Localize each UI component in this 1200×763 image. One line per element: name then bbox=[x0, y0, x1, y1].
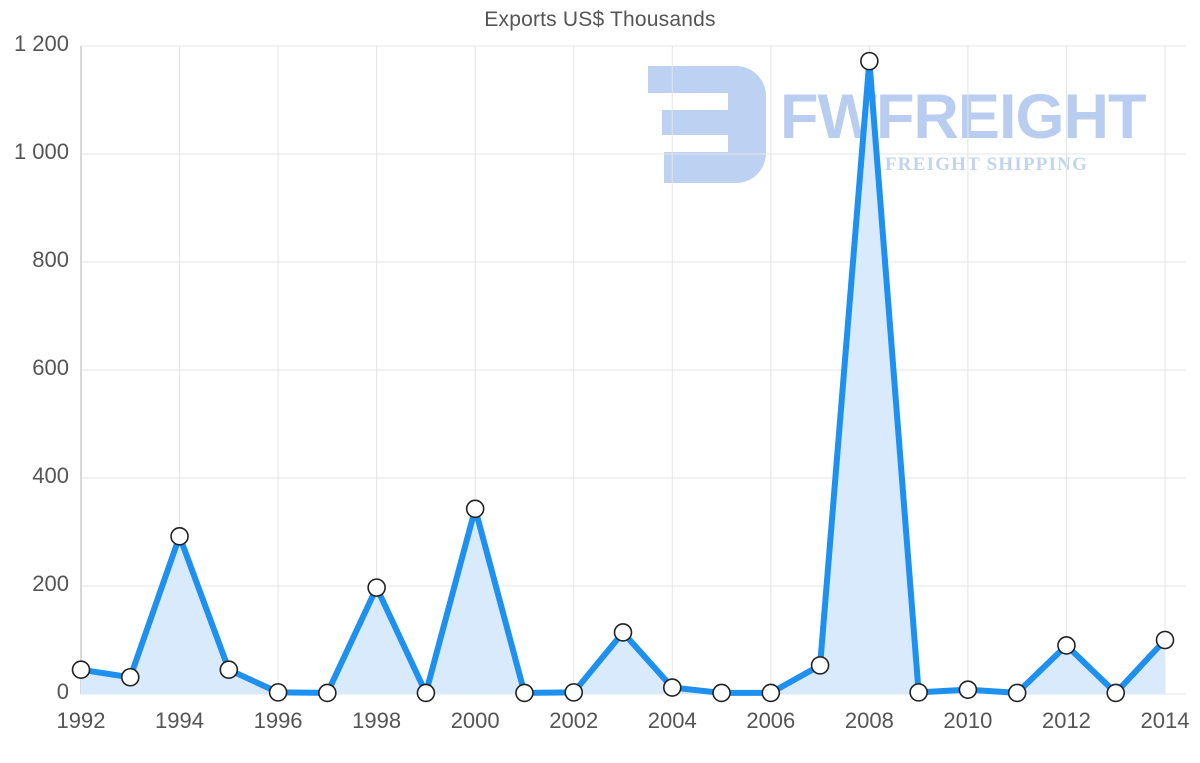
data-point-marker bbox=[416, 683, 436, 703]
data-point-marker bbox=[1155, 630, 1175, 650]
data-point-marker bbox=[219, 660, 239, 680]
data-point-marker bbox=[662, 678, 682, 697]
y-axis-tick-label: 0 bbox=[56, 679, 69, 704]
x-axis-tick-label: 2006 bbox=[746, 708, 796, 733]
x-axis-tick-label: 2000 bbox=[450, 708, 500, 733]
x-axis-tick-label: 2012 bbox=[1041, 708, 1091, 733]
x-axis-tick-label: 2014 bbox=[1140, 708, 1190, 733]
data-point-marker bbox=[318, 683, 337, 703]
data-point-marker bbox=[170, 527, 189, 546]
series-markers bbox=[71, 51, 1175, 703]
x-axis-tick-label: 1994 bbox=[155, 708, 204, 733]
y-axis-tick-label: 800 bbox=[32, 247, 69, 272]
series-line bbox=[78, 58, 1168, 696]
y-axis-tick-label: 1 200 bbox=[13, 31, 69, 56]
data-point-marker bbox=[712, 683, 731, 703]
data-point-marker bbox=[268, 683, 288, 702]
data-point-marker bbox=[860, 51, 879, 71]
data-point-marker bbox=[958, 680, 978, 699]
x-axis-tick-label: 1996 bbox=[253, 708, 303, 733]
x-axis-tick-label: 2010 bbox=[943, 708, 993, 733]
data-point-marker bbox=[1007, 683, 1027, 703]
x-axis-tick-label: 1992 bbox=[56, 708, 106, 733]
y-axis-tick-label: 600 bbox=[32, 355, 69, 380]
data-point-marker bbox=[515, 683, 534, 703]
y-axis-tick-label: 1 000 bbox=[13, 139, 69, 164]
data-point-marker bbox=[367, 578, 386, 597]
data-point-marker bbox=[120, 667, 140, 687]
data-point-marker bbox=[613, 623, 633, 642]
x-axis-tick-label: 2002 bbox=[549, 708, 599, 733]
chart-title: Exports US$ Thousands bbox=[484, 8, 716, 31]
data-point-marker bbox=[465, 499, 485, 519]
x-axis-tick-label: 2008 bbox=[844, 708, 894, 733]
y-axis-tick-label: 400 bbox=[32, 463, 69, 488]
x-axis-tick-label: 2004 bbox=[647, 708, 697, 733]
data-point-marker bbox=[810, 656, 830, 675]
data-point-marker bbox=[1106, 683, 1126, 703]
horizontal-gridlines bbox=[81, 45, 1186, 695]
series-area-fill bbox=[81, 61, 1165, 695]
x-axis-tick-label: 1998 bbox=[352, 708, 402, 733]
data-point-marker bbox=[71, 660, 91, 680]
data-point-marker bbox=[564, 683, 584, 702]
data-point-marker bbox=[761, 683, 781, 703]
y-axis-tick-label: 200 bbox=[32, 571, 69, 596]
data-point-marker bbox=[1057, 636, 1076, 655]
data-point-marker bbox=[909, 683, 928, 702]
